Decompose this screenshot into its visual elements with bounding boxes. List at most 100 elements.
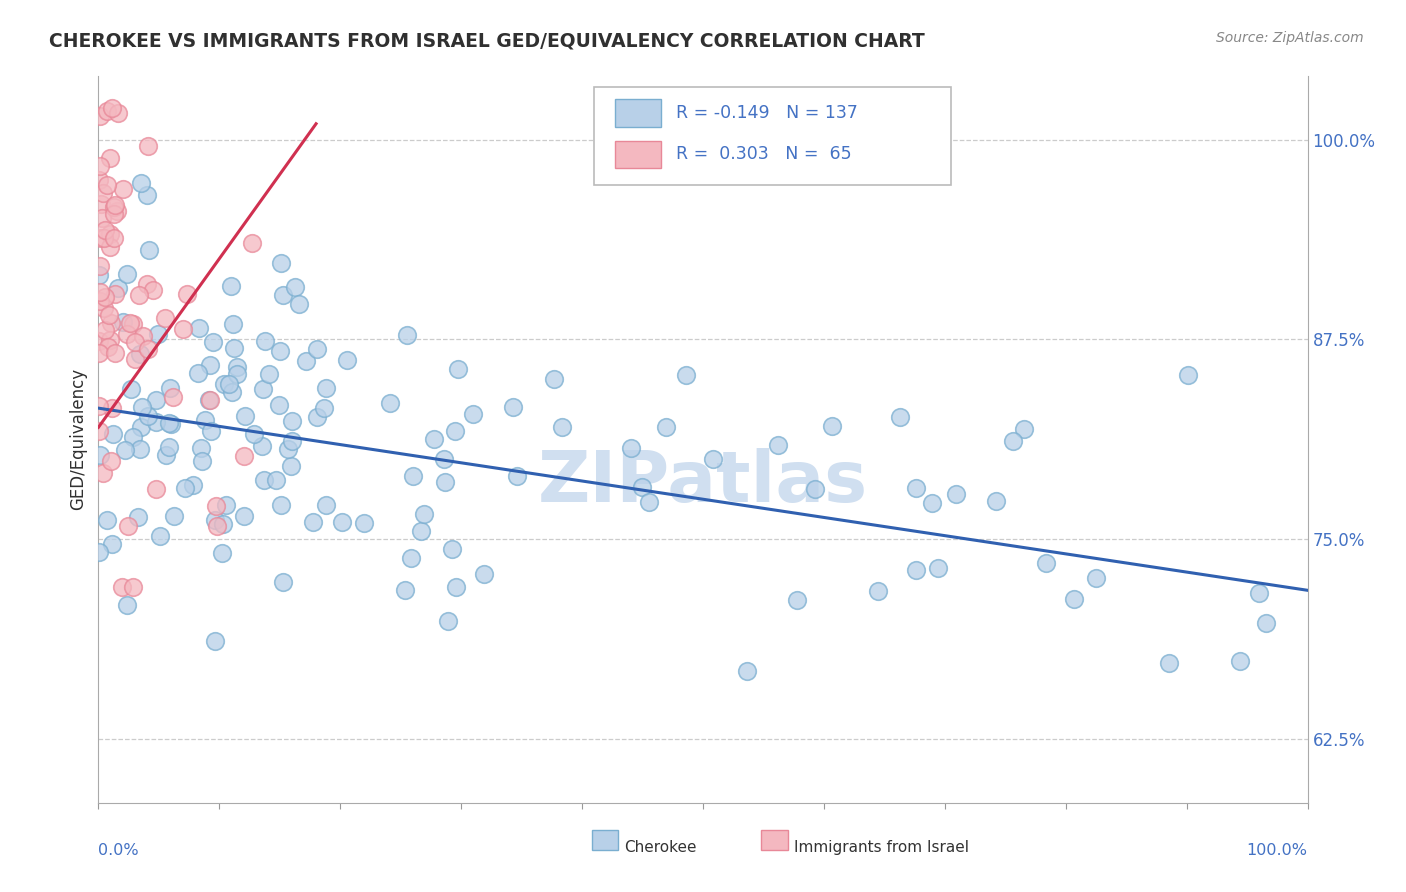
Point (132, 329, 155, 343)
Point (212, 376, 235, 391)
Point (226, 359, 249, 374)
Point (1063, 592, 1085, 607)
Point (198, 392, 221, 407)
Point (402, 469, 425, 483)
Text: CHEROKEE VS IMMIGRANTS FROM ISRAEL GED/EQUIVALENCY CORRELATION CHART: CHEROKEE VS IMMIGRANTS FROM ISRAEL GED/E… (49, 31, 925, 50)
Point (89, 268, 111, 282)
Point (1002, 434, 1025, 448)
Point (1084, 571, 1107, 585)
Point (104, 287, 127, 301)
Point (433, 475, 456, 489)
Point (269, 398, 291, 412)
Point (768, 438, 790, 452)
Point (124, 334, 146, 349)
Bar (761, 830, 787, 850)
Point (620, 441, 643, 455)
Point (443, 424, 465, 438)
Point (91, 186, 114, 201)
Point (120, 316, 142, 330)
Point (120, 382, 142, 396)
Text: ZIPatlas: ZIPatlas (538, 449, 868, 517)
Point (437, 614, 460, 628)
Point (94, 290, 117, 304)
Point (121, 580, 143, 594)
Point (224, 341, 246, 355)
Point (89, 259, 111, 273)
Point (266, 473, 288, 487)
Point (461, 407, 484, 421)
Point (114, 442, 136, 457)
Point (280, 434, 302, 448)
Point (87, 400, 110, 414)
Point (107, 204, 129, 219)
Point (107, 106, 129, 120)
Point (136, 139, 159, 153)
Point (1249, 585, 1271, 599)
Point (233, 409, 256, 423)
Point (90, 211, 112, 225)
Point (89, 285, 111, 300)
Point (101, 536, 124, 550)
Point (866, 584, 889, 599)
Point (702, 452, 724, 467)
Point (149, 529, 172, 543)
Point (637, 494, 659, 508)
Text: 100.0%: 100.0% (1247, 843, 1308, 858)
Point (191, 454, 214, 468)
Point (145, 482, 167, 496)
Point (98, 333, 121, 347)
Point (921, 496, 943, 510)
Point (447, 361, 470, 376)
Point (269, 343, 291, 358)
Point (307, 342, 329, 356)
Point (122, 317, 145, 331)
Point (159, 381, 181, 395)
Point (194, 413, 217, 427)
Point (127, 509, 149, 524)
Point (157, 440, 180, 454)
Bar (614, 99, 661, 127)
Point (395, 327, 418, 342)
Point (160, 417, 183, 431)
Point (97, 340, 120, 354)
Point (273, 288, 295, 302)
Point (94, 322, 117, 336)
Point (100, 151, 122, 165)
Point (200, 358, 222, 372)
Point (162, 391, 184, 405)
Point (233, 450, 256, 464)
Point (96, 512, 118, 526)
Point (280, 458, 302, 473)
Point (131, 401, 153, 415)
Point (433, 451, 456, 466)
Y-axis label: GED/Equivalency: GED/Equivalency (69, 368, 87, 510)
Point (138, 243, 160, 257)
Point (163, 508, 186, 523)
Point (89, 159, 111, 173)
Point (551, 419, 574, 434)
Text: Immigrants from Israel: Immigrants from Israel (793, 840, 969, 855)
Point (380, 395, 402, 409)
Point (252, 382, 274, 396)
Point (111, 182, 134, 196)
Point (630, 480, 652, 494)
Point (107, 281, 129, 295)
Point (111, 580, 134, 594)
Point (423, 432, 446, 446)
Point (1035, 556, 1057, 570)
Point (353, 516, 375, 530)
Point (399, 550, 422, 565)
Point (737, 664, 759, 678)
Point (786, 593, 808, 607)
Point (211, 546, 233, 560)
Point (112, 315, 135, 329)
Point (129, 442, 152, 457)
Point (172, 322, 194, 336)
Point (93, 467, 115, 481)
Text: R = -0.149   N = 137: R = -0.149 N = 137 (676, 103, 858, 122)
Point (104, 198, 127, 212)
Point (506, 468, 529, 483)
Point (243, 427, 266, 442)
Point (131, 420, 153, 434)
Point (240, 235, 263, 250)
